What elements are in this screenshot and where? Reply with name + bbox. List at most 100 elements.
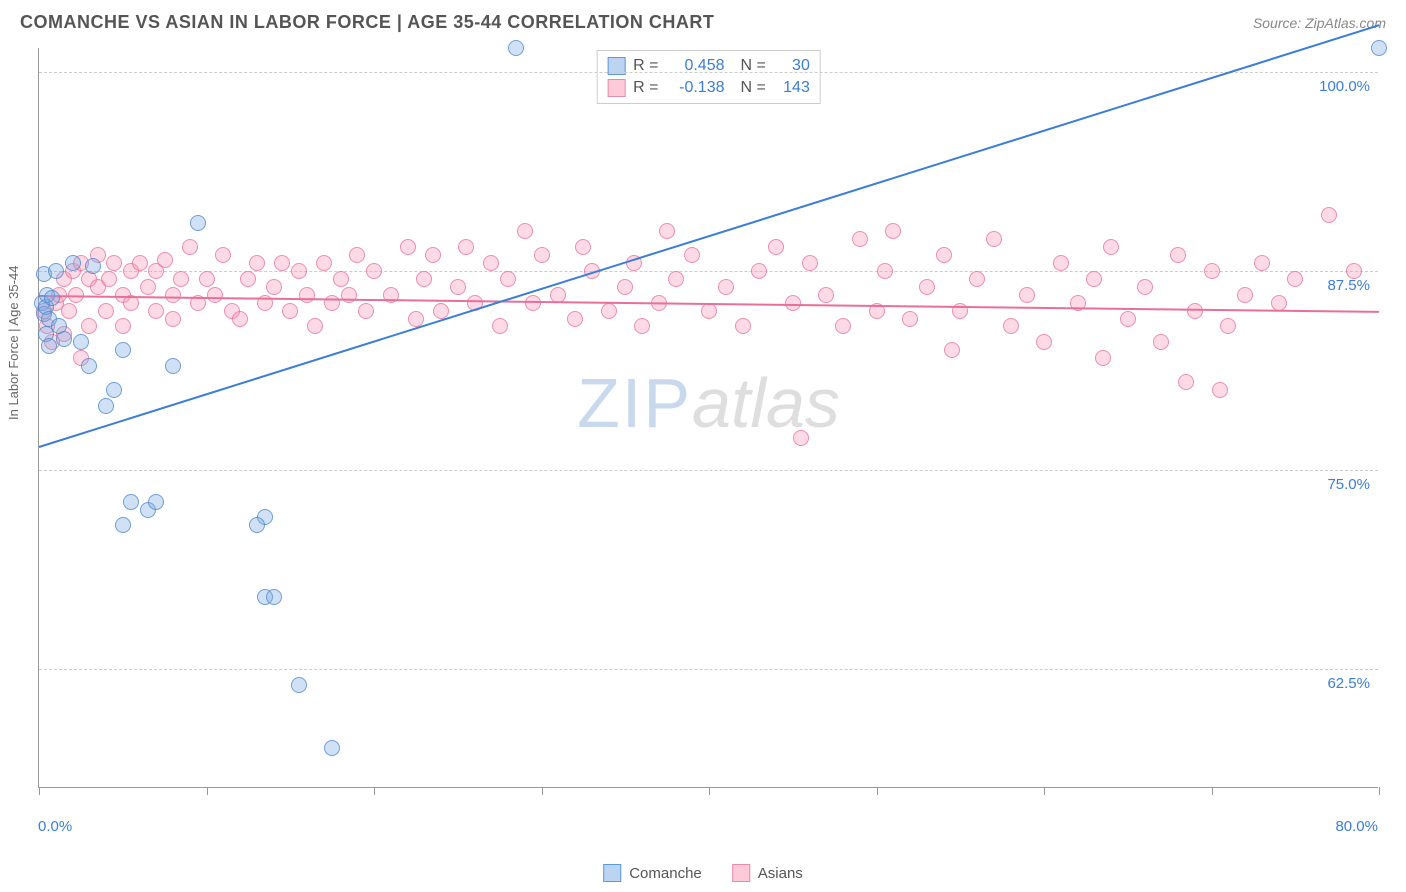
data-point <box>684 247 700 263</box>
data-point <box>173 271 189 287</box>
legend-swatch <box>607 79 625 97</box>
legend-swatch <box>732 864 750 882</box>
data-point <box>1321 207 1337 223</box>
data-point <box>98 303 114 319</box>
data-point <box>148 303 164 319</box>
data-point <box>307 318 323 334</box>
data-point <box>1170 247 1186 263</box>
data-point <box>1287 271 1303 287</box>
y-axis-label: In Labor Force | Age 35-44 <box>6 266 21 420</box>
data-point <box>165 311 181 327</box>
data-point <box>73 334 89 350</box>
legend-item: Comanche <box>603 864 702 882</box>
y-tick-label: 75.0% <box>1327 476 1370 493</box>
data-point <box>123 494 139 510</box>
data-point <box>1220 318 1236 334</box>
data-point <box>266 279 282 295</box>
data-point <box>802 255 818 271</box>
data-point <box>944 342 960 358</box>
data-point <box>400 239 416 255</box>
data-point <box>433 303 449 319</box>
data-point <box>61 303 77 319</box>
data-point <box>1095 350 1111 366</box>
n-value: 143 <box>774 79 810 97</box>
data-point <box>425 247 441 263</box>
data-point <box>324 295 340 311</box>
data-point <box>508 40 524 56</box>
data-point <box>483 255 499 271</box>
data-point <box>98 398 114 414</box>
x-tick <box>542 787 543 795</box>
data-point <box>48 263 64 279</box>
data-point <box>199 271 215 287</box>
data-point <box>266 589 282 605</box>
series-legend: Comanche Asians <box>603 864 803 882</box>
data-point <box>1178 374 1194 390</box>
r-label: R = <box>633 79 658 97</box>
data-point <box>291 263 307 279</box>
y-tick-label: 62.5% <box>1327 675 1370 692</box>
data-point <box>517 223 533 239</box>
data-point <box>190 215 206 231</box>
data-point <box>132 255 148 271</box>
data-point <box>249 255 265 271</box>
data-point <box>1003 318 1019 334</box>
data-point <box>101 271 117 287</box>
data-point <box>333 271 349 287</box>
data-point <box>1120 311 1136 327</box>
data-point <box>232 311 248 327</box>
data-point <box>986 231 1002 247</box>
data-point <box>634 318 650 334</box>
data-point <box>324 740 340 756</box>
data-point <box>349 247 365 263</box>
data-point <box>1053 255 1069 271</box>
data-point <box>1036 334 1052 350</box>
legend-stat-row: R =-0.138N =143 <box>607 77 810 99</box>
data-point <box>274 255 290 271</box>
data-point <box>919 279 935 295</box>
data-point <box>1254 255 1270 271</box>
data-point <box>852 231 868 247</box>
data-point <box>140 279 156 295</box>
data-point <box>1103 239 1119 255</box>
data-point <box>534 247 550 263</box>
data-point <box>885 223 901 239</box>
watermark-zip: ZIP <box>577 364 692 442</box>
data-point <box>1137 279 1153 295</box>
data-point <box>500 271 516 287</box>
data-point <box>768 239 784 255</box>
correlation-chart: ZIPatlas R =0.458N =30R =-0.138N =143 62… <box>38 48 1378 788</box>
data-point <box>1212 382 1228 398</box>
data-point <box>735 318 751 334</box>
data-point <box>366 263 382 279</box>
data-point <box>56 331 72 347</box>
data-point <box>81 318 97 334</box>
y-tick-label: 100.0% <box>1319 78 1370 95</box>
gridline <box>39 470 1378 471</box>
data-point <box>1371 40 1387 56</box>
data-point <box>1019 287 1035 303</box>
data-point <box>458 239 474 255</box>
data-point <box>165 358 181 374</box>
data-point <box>416 271 432 287</box>
data-point <box>492 318 508 334</box>
x-tick <box>207 787 208 795</box>
data-point <box>902 311 918 327</box>
data-point <box>751 263 767 279</box>
data-point <box>835 318 851 334</box>
data-point <box>1346 263 1362 279</box>
legend-item: Asians <box>732 864 803 882</box>
data-point <box>969 271 985 287</box>
data-point <box>601 303 617 319</box>
data-point <box>106 382 122 398</box>
data-point <box>668 271 684 287</box>
legend-stat-row: R =0.458N =30 <box>607 55 810 77</box>
data-point <box>818 287 834 303</box>
data-point <box>81 358 97 374</box>
chart-title: COMANCHE VS ASIAN IN LABOR FORCE | AGE 3… <box>20 12 714 33</box>
x-tick <box>1379 787 1380 795</box>
r-value: -0.138 <box>667 79 725 97</box>
watermark-atlas: atlas <box>692 364 840 442</box>
x-tick <box>1044 787 1045 795</box>
legend-label: Asians <box>758 865 803 882</box>
